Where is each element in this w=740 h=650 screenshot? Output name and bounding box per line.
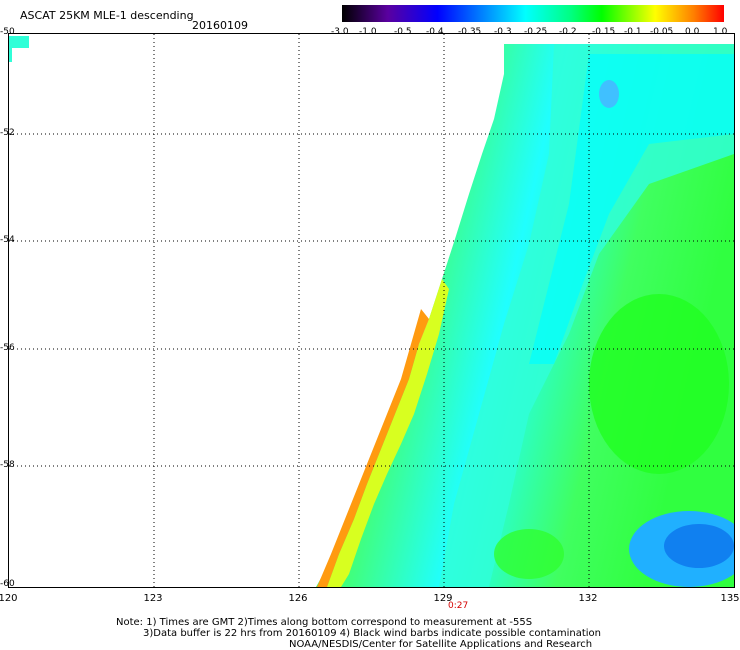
color-scale-bar xyxy=(342,5,724,22)
colorbar-label: -0.05 xyxy=(650,27,674,37)
lon-label: 132 xyxy=(578,593,598,604)
colorbar-label: -0.25 xyxy=(524,27,548,37)
colorbar-label: 1.0 xyxy=(713,27,728,37)
lat-label: -56 xyxy=(0,343,15,353)
colorbar-label: -0.1 xyxy=(624,27,642,37)
green-patch xyxy=(494,529,564,579)
map-date: 20160109 xyxy=(192,19,248,32)
lat-label: -54 xyxy=(0,235,15,245)
lat-label: -52 xyxy=(0,128,15,138)
lon-label: 120 xyxy=(0,593,18,604)
colorbar-label: -0.2 xyxy=(559,27,577,37)
map-gridlines xyxy=(9,34,734,587)
cyan-band xyxy=(529,54,734,364)
lat-label: -58 xyxy=(0,460,15,470)
colorbar-label: -3.0 xyxy=(331,27,349,37)
note-line-1: Note: 1) Times are GMT 2)Times along bot… xyxy=(116,617,533,628)
note-line-3: NOAA/NESDIS/Center for Satellite Applica… xyxy=(289,639,593,650)
wind-field-map xyxy=(9,34,740,587)
colorbar-label: -0.15 xyxy=(592,27,616,37)
blue-patch xyxy=(599,80,619,108)
lat-label: -60 xyxy=(0,579,15,589)
green-patch xyxy=(589,294,729,474)
map-title: ASCAT 25KM MLE-1 descending xyxy=(20,9,194,22)
color-scale-gradient xyxy=(342,5,724,22)
colorbar-label: -0.5 xyxy=(394,27,412,37)
colorbar-label: 0.0 xyxy=(685,27,700,37)
data-patch xyxy=(9,36,29,48)
colorbar-label: -0.3 xyxy=(494,27,512,37)
swath-edge-yellow xyxy=(327,279,449,587)
lon-label: 135 xyxy=(720,593,740,604)
time-label: 0:27 xyxy=(448,601,469,611)
colorbar-label: -1.0 xyxy=(359,27,377,37)
lon-label: 123 xyxy=(143,593,163,604)
map-plot-area[interactable] xyxy=(8,33,740,588)
swath-edge-orange xyxy=(317,309,429,587)
cyan-band xyxy=(439,44,734,587)
lon-label: 129 xyxy=(433,593,453,604)
lat-label: -50 xyxy=(0,27,15,37)
lon-label: 126 xyxy=(288,593,308,604)
colorbar-label: -0.35 xyxy=(458,27,482,37)
data-patch xyxy=(9,48,12,62)
note-line-2: 3)Data buffer is 22 hrs from 20160109 4)… xyxy=(143,628,601,639)
blue-patch xyxy=(664,524,734,568)
colorbar-label: -0.4 xyxy=(426,27,444,37)
